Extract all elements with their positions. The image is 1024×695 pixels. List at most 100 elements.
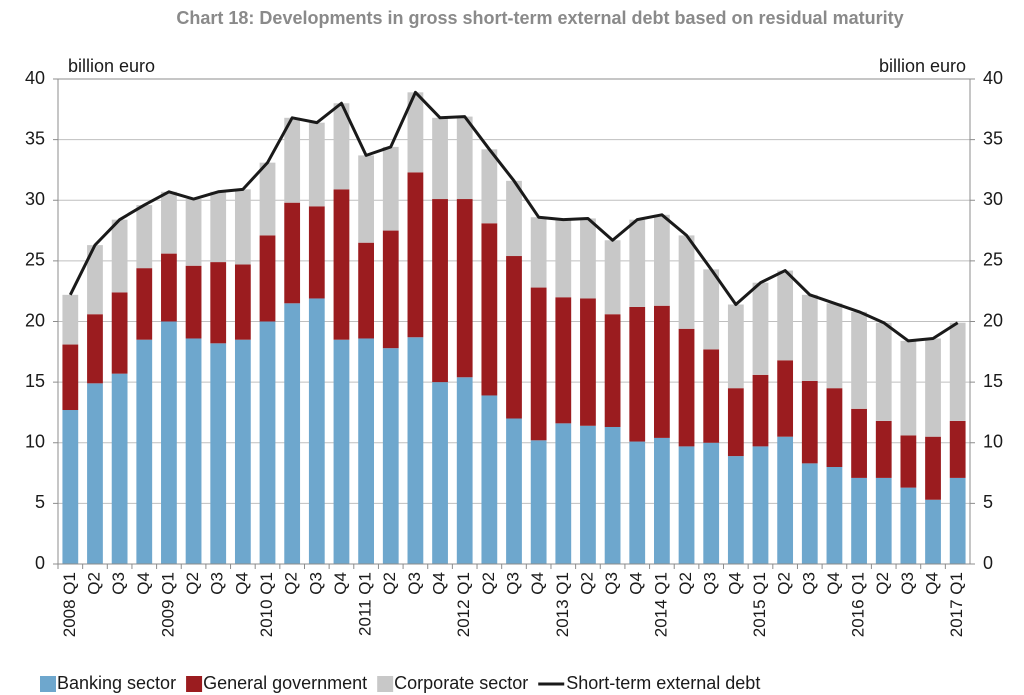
y2-tick-label: 35: [983, 128, 1003, 148]
x-tick-label: Q4: [923, 572, 942, 595]
bar-segment: [210, 191, 227, 263]
bar-segment: [530, 440, 547, 564]
bar-segment: [900, 487, 917, 564]
bar-segment: [875, 477, 892, 564]
bar-segment: [949, 322, 966, 421]
bar-segment: [654, 305, 670, 438]
x-tick-label: Q3: [602, 572, 621, 595]
y-tick-label: 15: [25, 371, 45, 391]
y2-tick-label: 30: [983, 189, 1003, 209]
bar-segment: [703, 269, 720, 350]
bar-segment: [604, 314, 621, 427]
x-tick-label: 2015 Q1: [750, 572, 769, 637]
bar-segment: [284, 303, 301, 564]
bar-segment: [432, 382, 448, 564]
bar-segment: [308, 122, 325, 207]
bar-segment: [925, 436, 941, 500]
bar-segment: [851, 408, 867, 478]
y-tick-label: 40: [25, 68, 45, 88]
bar-segment: [703, 349, 720, 443]
bar-segment: [580, 425, 596, 564]
bar-segment: [136, 205, 153, 269]
x-tick-label: 2013 Q1: [553, 572, 572, 637]
bar-segment: [629, 219, 646, 307]
x-tick-label: Q4: [232, 572, 251, 595]
bar-segment: [333, 189, 350, 340]
bar-segment: [111, 219, 128, 293]
bar-segment: [481, 149, 498, 224]
bar-segment: [604, 426, 621, 564]
chart-title: Chart 18: Developments in gross short-te…: [176, 8, 903, 28]
bar-segment: [111, 373, 128, 564]
x-tick-label: Q4: [528, 572, 547, 595]
bar-segment: [111, 292, 128, 374]
x-tick-label: Q4: [725, 572, 744, 595]
bar-segment: [629, 441, 646, 564]
legend-label: Banking sector: [57, 673, 176, 693]
bar-segment: [382, 348, 399, 564]
x-tick-label: Q2: [479, 572, 498, 595]
bar-segment: [629, 306, 646, 442]
bar-segment: [308, 206, 325, 299]
y-tick-label: 5: [35, 492, 45, 512]
x-tick-label: 2014 Q1: [651, 572, 670, 637]
bar-segment: [580, 298, 596, 426]
bar-segment: [284, 202, 301, 304]
bar-segment: [185, 199, 202, 266]
bar-segment: [161, 253, 177, 322]
x-tick-label: Q2: [775, 572, 794, 595]
x-tick-label: Q2: [183, 572, 202, 595]
bar-segment: [407, 92, 424, 173]
bar-segment: [432, 199, 448, 383]
y-tick-label: 25: [25, 250, 45, 270]
bar-segment: [284, 117, 301, 203]
x-tick-label: Q2: [380, 572, 399, 595]
bar-segment: [801, 463, 818, 564]
y2-tick-label: 20: [983, 310, 1003, 330]
bar-segment: [875, 322, 892, 421]
bar-segment: [727, 388, 744, 457]
y-tick-label: 30: [25, 189, 45, 209]
bar-segment: [259, 235, 276, 322]
y-tick-label: 35: [25, 128, 45, 148]
bar-segment: [308, 298, 325, 564]
y2-tick-label: 40: [983, 68, 1003, 88]
bar-segment: [752, 282, 769, 375]
x-tick-label: Q2: [577, 572, 596, 595]
bar-segment: [506, 418, 522, 564]
bar-segment: [678, 235, 695, 329]
bar-segment: [358, 155, 374, 243]
bar-segment: [407, 172, 424, 338]
x-tick-label: Q3: [109, 572, 128, 595]
x-tick-label: Q2: [282, 572, 301, 595]
bar-segment: [481, 395, 498, 564]
bar-segment: [136, 268, 153, 340]
bar-segment: [210, 262, 227, 344]
bar-segment: [62, 344, 79, 411]
bar-segment: [185, 338, 202, 564]
bar-segment: [87, 314, 103, 384]
bar-segment: [875, 420, 892, 478]
bar-segment: [555, 297, 572, 424]
bar-segment: [136, 339, 153, 564]
legend-label: General government: [203, 673, 367, 693]
bar-segment: [382, 230, 399, 349]
bar-segment: [777, 436, 794, 564]
bar-segment: [580, 218, 596, 299]
bar-segment: [259, 162, 276, 236]
bar-segment: [481, 223, 498, 396]
bar-segment: [678, 328, 695, 447]
legend-swatch: [377, 676, 394, 692]
bar-segment: [506, 256, 522, 419]
bar-segment: [333, 103, 350, 190]
bar-segment: [900, 340, 917, 436]
bar-segment: [234, 189, 251, 265]
bar-segment: [210, 343, 227, 564]
bar-segment: [358, 338, 374, 564]
bar-segment: [900, 435, 917, 488]
bar-segment: [358, 242, 374, 339]
bar-segment: [234, 339, 251, 564]
x-tick-label: Q3: [405, 572, 424, 595]
x-tick-label: 2011 Q1: [356, 572, 375, 636]
